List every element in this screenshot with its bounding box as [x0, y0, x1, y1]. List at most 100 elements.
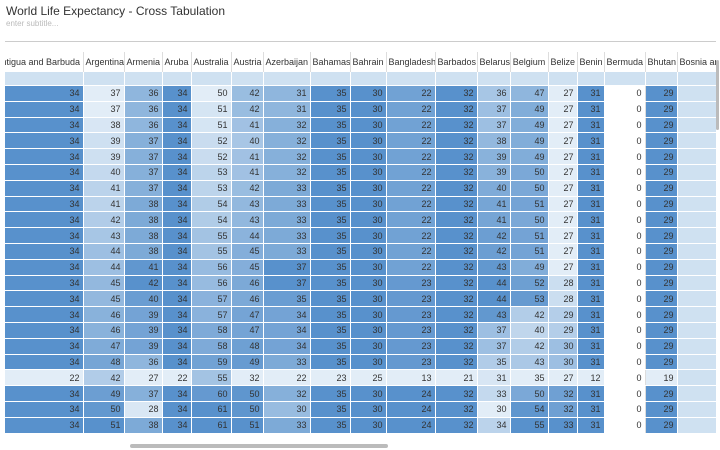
cross-table: Antigua and BarbudaArgentinaArmeniaAruba… — [5, 52, 716, 434]
data-cell: 34 — [162, 132, 192, 150]
column-header[interactable]: Antigua and Barbuda — [5, 52, 84, 72]
column-header[interactable]: Bahrain — [350, 52, 387, 72]
data-cell: 29 — [645, 101, 678, 118]
data-cell: 32 — [435, 180, 478, 197]
data-cell — [677, 322, 716, 339]
column-header[interactable]: Argentina — [83, 52, 125, 72]
column-header[interactable]: Armenia — [124, 52, 163, 72]
data-cell: 31 — [577, 275, 605, 292]
horizontal-scrollbar[interactable] — [130, 444, 388, 448]
data-cell: 29 — [645, 243, 678, 260]
data-cell: 51 — [510, 196, 549, 213]
column-header[interactable]: Belgium — [510, 52, 549, 72]
data-row: 34 42 38 34 54 43 33 35 30 22 32 41 50 27 31 0 29 — [5, 211, 716, 229]
data-cell: 43 — [510, 354, 549, 371]
data-cell: 42 — [510, 338, 549, 355]
data-cell: 33 — [263, 211, 311, 229]
data-cell: 34 — [5, 306, 84, 323]
data-cell: 34 — [5, 148, 84, 165]
data-cell: 33 — [263, 180, 311, 197]
data-row: 34 37 36 34 51 42 31 35 30 22 32 37 49 27 31 0 29 — [5, 101, 716, 118]
data-cell: 30 — [350, 148, 387, 165]
data-cell: 61 — [191, 401, 232, 418]
column-header[interactable]: Aruba — [162, 52, 192, 72]
data-cell: 34 — [162, 148, 192, 165]
data-cell: 29 — [645, 385, 678, 402]
column-header[interactable]: Bangladesh — [386, 52, 436, 72]
data-cell: 54 — [510, 401, 549, 418]
data-cell: 34 — [162, 180, 192, 197]
data-cell — [677, 180, 716, 197]
column-header[interactable]: Belarus — [477, 52, 511, 72]
column-header[interactable]: Bosnia and Herzegovina — [677, 52, 716, 72]
data-cell: 45 — [231, 259, 264, 276]
data-cell: 32 — [263, 148, 311, 165]
data-cell: 22 — [386, 148, 436, 165]
data-cell: 32 — [263, 117, 311, 134]
data-cell: 27 — [548, 369, 578, 387]
column-header[interactable]: Azerbaijan — [263, 52, 311, 72]
data-cell: 22 — [386, 117, 436, 134]
spacer-cell — [548, 72, 578, 86]
data-cell: 29 — [645, 306, 678, 323]
vertical-scrollbar[interactable] — [716, 60, 719, 130]
data-row: 34 41 37 34 53 42 33 35 30 22 32 40 50 27 31 0 29 — [5, 180, 716, 197]
data-cell: 34 — [5, 243, 84, 260]
data-cell: 33 — [263, 417, 311, 434]
data-cell: 31 — [577, 306, 605, 323]
data-cell: 34 — [5, 85, 84, 102]
column-header[interactable]: Bhutan — [645, 52, 678, 72]
data-cell: 22 — [386, 243, 436, 260]
data-cell: 30 — [350, 338, 387, 355]
data-cell: 34 — [162, 275, 192, 292]
data-cell: 47 — [510, 85, 549, 102]
data-cell: 30 — [548, 338, 578, 355]
column-header[interactable]: Bermuda — [604, 52, 646, 72]
data-cell: 22 — [386, 164, 436, 181]
column-header[interactable]: Bahamas — [310, 52, 351, 72]
data-cell: 41 — [83, 180, 125, 197]
spacer-cell — [435, 72, 478, 86]
data-cell: 31 — [577, 385, 605, 402]
data-cell: 35 — [310, 164, 351, 181]
data-cell: 31 — [577, 117, 605, 134]
data-cell: 51 — [83, 417, 125, 434]
data-cell: 60 — [191, 385, 232, 402]
data-cell: 49 — [510, 117, 549, 134]
data-cell: 37 — [124, 164, 163, 181]
data-cell: 33 — [263, 196, 311, 213]
data-cell: 28 — [124, 401, 163, 418]
spacer-cell — [645, 72, 678, 86]
spacer-cell — [124, 72, 163, 86]
data-cell: 37 — [477, 117, 511, 134]
column-header[interactable]: Benin — [577, 52, 605, 72]
spacer-cell — [231, 72, 264, 86]
data-cell: 35 — [310, 211, 351, 229]
data-cell: 34 — [263, 322, 311, 339]
data-cell — [677, 227, 716, 244]
data-cell: 25 — [350, 369, 387, 387]
data-cell: 31 — [577, 180, 605, 197]
data-cell: 29 — [645, 85, 678, 102]
data-cell: 32 — [435, 417, 478, 434]
subtitle[interactable]: enter subtitle... — [6, 19, 59, 28]
column-header[interactable]: Barbados — [435, 52, 478, 72]
data-cell: 50 — [231, 401, 264, 418]
data-cell: 29 — [645, 148, 678, 165]
data-cell — [677, 85, 716, 102]
data-cell: 31 — [263, 85, 311, 102]
column-header[interactable]: Belize — [548, 52, 578, 72]
column-header[interactable]: Australia — [191, 52, 232, 72]
data-cell: 46 — [231, 275, 264, 292]
data-cell: 29 — [645, 290, 678, 308]
data-cell: 35 — [310, 259, 351, 276]
data-cell: 34 — [162, 259, 192, 276]
spacer-cell — [677, 72, 716, 86]
data-cell: 30 — [350, 85, 387, 102]
data-cell: 33 — [263, 227, 311, 244]
data-cell: 32 — [435, 259, 478, 276]
data-cell: 57 — [191, 306, 232, 323]
data-cell: 0 — [604, 385, 646, 402]
column-header[interactable]: Austria — [231, 52, 264, 72]
data-cell: 34 — [5, 259, 84, 276]
